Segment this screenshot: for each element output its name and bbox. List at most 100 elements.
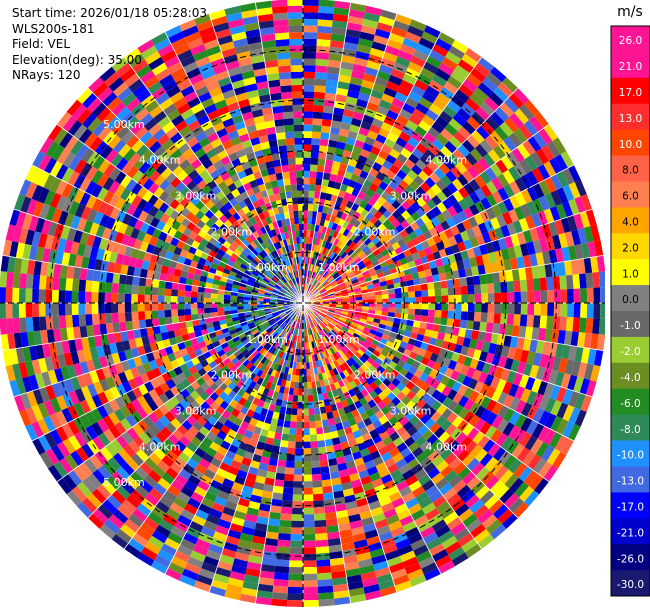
velocity-gate (94, 140, 108, 156)
velocity-gate (217, 249, 226, 257)
velocity-gate (196, 179, 208, 190)
velocity-gate (162, 79, 178, 93)
velocity-gate (336, 240, 343, 248)
velocity-gate (296, 243, 301, 251)
velocity-gate (98, 292, 105, 303)
velocity-gate (436, 92, 451, 106)
velocity-gate (243, 22, 260, 32)
velocity-gate (346, 284, 354, 289)
velocity-gate (226, 236, 235, 245)
velocity-gate (440, 220, 451, 231)
velocity-gate (290, 224, 296, 232)
velocity-gate (316, 165, 325, 173)
velocity-gate (263, 265, 271, 272)
velocity-gate (407, 285, 415, 292)
velocity-gate (303, 18, 318, 26)
velocity-gate (465, 152, 478, 166)
velocity-gate (344, 35, 360, 45)
velocity-gate (373, 219, 383, 229)
velocity-gate (253, 238, 261, 247)
velocity-gate (396, 169, 407, 180)
velocity-gate (289, 287, 295, 294)
velocity-gate (386, 279, 394, 286)
velocity-gate (299, 369, 303, 376)
velocity-gate (421, 114, 436, 127)
velocity-gate (243, 76, 257, 86)
velocity-gate (116, 106, 131, 121)
velocity-gate (112, 322, 121, 333)
velocity-gate (558, 232, 568, 248)
velocity-gate (303, 157, 311, 165)
velocity-gate (246, 173, 256, 183)
velocity-gate (454, 294, 462, 303)
velocity-gate (331, 253, 338, 261)
velocity-gate (308, 414, 316, 422)
velocity-gate (329, 236, 336, 245)
velocity-gate (253, 268, 261, 275)
velocity-gate (165, 126, 179, 139)
velocity-gate (369, 206, 378, 216)
velocity-gate (467, 285, 475, 295)
velocity-gate (375, 298, 383, 303)
velocity-gate (220, 232, 230, 241)
velocity-gate (466, 73, 482, 88)
velocity-gate (352, 281, 360, 287)
velocity-gate (348, 83, 362, 93)
velocity-gate (373, 34, 389, 46)
velocity-gate (342, 109, 355, 118)
velocity-gate (481, 253, 491, 265)
velocity-gate (203, 39, 220, 50)
velocity-gate (316, 39, 331, 47)
velocity-gate (472, 225, 482, 237)
velocity-gate (448, 118, 463, 132)
velocity-gate (225, 60, 240, 71)
velocity-gate (230, 252, 239, 260)
velocity-gate (364, 136, 376, 146)
velocity-gate (111, 120, 126, 135)
velocity-gate (258, 183, 267, 192)
velocity-gate (342, 263, 350, 270)
velocity-gate (314, 519, 327, 528)
velocity-gate (266, 73, 280, 82)
velocity-gate (65, 278, 73, 291)
velocity-gate (289, 251, 294, 259)
velocity-gate (298, 210, 303, 218)
velocity-gate (378, 15, 395, 27)
velocity-gate (270, 180, 279, 189)
velocity-gate (414, 290, 422, 298)
velocity-gate (138, 285, 146, 295)
velocity-gate (482, 153, 496, 167)
velocity-gate (299, 236, 303, 244)
velocity-gate (456, 107, 471, 122)
velocity-gate (415, 43, 432, 56)
velocity-gate (477, 157, 491, 171)
velocity-gate (349, 300, 356, 303)
velocity-gate (524, 99, 540, 116)
velocity-gate (157, 133, 170, 146)
velocity-gate (292, 204, 299, 211)
velocity-gate (361, 217, 370, 226)
velocity-gate (380, 285, 388, 291)
velocity-gate (265, 254, 272, 262)
velocity-gate (519, 159, 532, 175)
velocity-gate (560, 289, 568, 303)
velocity-gate (314, 72, 328, 80)
velocity-gate (318, 239, 324, 247)
velocity-gate (295, 368, 300, 376)
velocity-gate (112, 82, 129, 97)
velocity-gate (303, 65, 316, 72)
velocity-gate (71, 104, 87, 120)
velocity-gate (164, 194, 175, 206)
velocity-gate (289, 217, 295, 225)
velocity-gate (518, 124, 533, 140)
velocity-gate (157, 287, 165, 296)
velocity-gate (190, 102, 204, 115)
velocity-gate (91, 313, 100, 326)
velocity-gate (411, 251, 421, 261)
velocity-gate (257, 244, 265, 252)
velocity-gate (280, 158, 289, 166)
velocity-gate (274, 479, 285, 487)
velocity-gate (436, 190, 448, 202)
velocity-gate (255, 0, 272, 10)
velocity-gate (502, 169, 515, 184)
